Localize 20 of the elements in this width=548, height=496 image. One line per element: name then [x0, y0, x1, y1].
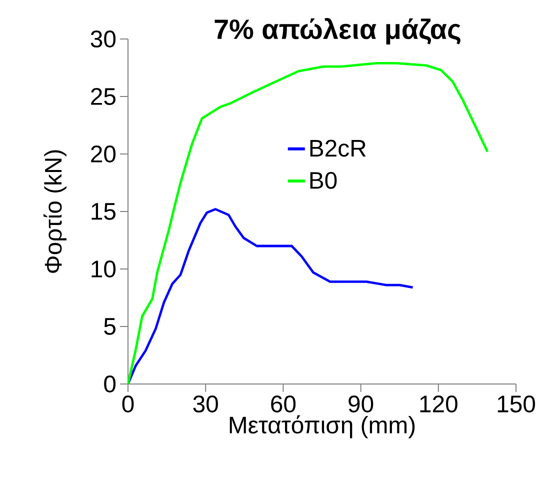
y-tick-label: 30: [90, 30, 116, 48]
y-tick-label: 15: [92, 203, 116, 220]
x-tick-label: 90: [348, 396, 374, 412]
x-tick-label: 0: [122, 396, 134, 412]
y-axis-title: Φορτίο (kN): [44, 150, 66, 273]
x-tick-label: 120: [420, 396, 458, 412]
line-series: [128, 208, 414, 384]
y-tick-label: 0: [104, 376, 116, 392]
y-tick-label: 25: [91, 88, 116, 105]
y-tick-label: 10: [92, 260, 116, 278]
y-tick-label: 5: [104, 318, 116, 335]
x-tick-label: 60: [271, 396, 296, 412]
legend-label: B0: [310, 172, 337, 189]
x-tick-label: 30: [193, 396, 218, 412]
line-series: [128, 62, 489, 384]
legend-label: B2cR: [310, 140, 366, 157]
chart-title: 7% απώλεια μάζας: [214, 18, 460, 45]
x-axis-title: Μετατόπιση (mm): [230, 415, 415, 438]
x-tick-label: 150: [498, 396, 536, 412]
y-tick-label: 20: [91, 146, 116, 162]
